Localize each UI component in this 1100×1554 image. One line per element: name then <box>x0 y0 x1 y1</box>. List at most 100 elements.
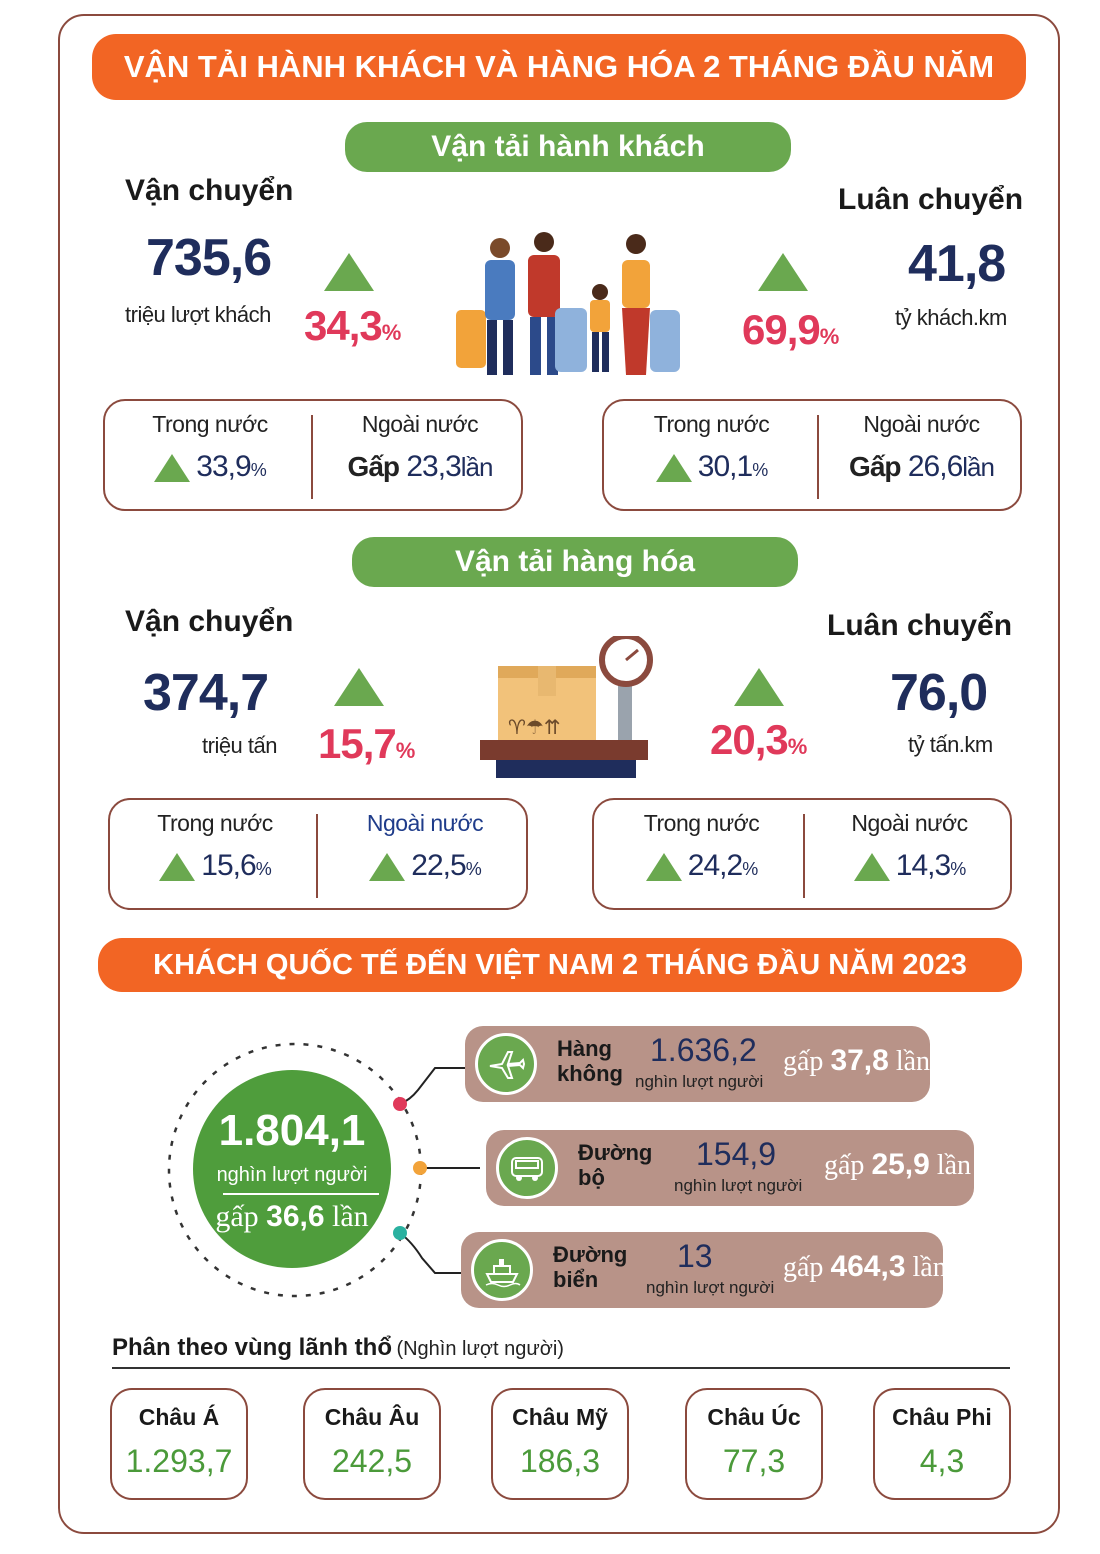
up-triangle-icon <box>853 853 890 882</box>
foreign-cell: Ngoài nước Gấp 23,3lần <box>320 411 520 484</box>
domestic-number: 15,6 <box>201 849 256 882</box>
total-visitors-unit: nghìn lượt người <box>216 1164 368 1186</box>
foreign-value: Gấp 26,6lần <box>824 450 1019 484</box>
ratio-value: 37,8 <box>830 1044 889 1077</box>
domestic-cell: Trong nước 15,6% <box>120 810 310 883</box>
pct-sign: % <box>255 859 272 879</box>
passenger-rotation-label: Luân chuyển <box>838 183 1024 216</box>
region-name: Châu Mỹ <box>512 1404 608 1430</box>
passenger-transport-value: 735,6 <box>146 229 272 287</box>
route-ratio: gấp 37,8 lần <box>783 1044 930 1078</box>
cargo-transport-label: Vận chuyển <box>125 605 294 638</box>
pct-sign: % <box>787 734 808 759</box>
domestic-number: 30,1 <box>697 450 753 483</box>
route-sea: Đường biển 13 nghìn lượt người gấp 464,3 … <box>461 1232 947 1308</box>
divider <box>316 814 318 898</box>
total-visitors-circle: 1.804,1 nghìn lượt người gấp 36,6 lần <box>193 1070 391 1268</box>
domestic-label: Trong nước <box>653 411 770 437</box>
cargo-section-title: Vận tải hàng hóa <box>352 537 798 587</box>
domestic-cell: Trong nước 24,2% <box>604 810 799 883</box>
airplane-icon <box>475 1033 537 1095</box>
route-ratio: gấp 25,9 lần <box>824 1148 971 1182</box>
foreign-cell: Ngoài nước Gấp 26,6lần <box>824 411 1019 484</box>
region-value: 77,3 <box>722 1443 786 1479</box>
route-name-line1: Đường <box>553 1242 628 1267</box>
route-value: 1.636,2 <box>650 1032 757 1068</box>
pct-sign: % <box>395 738 416 763</box>
ratio-value: 36,6 <box>266 1200 325 1233</box>
bus-icon <box>496 1137 558 1199</box>
region-america: Châu Mỹ 186,3 <box>491 1388 629 1500</box>
up-triangle-icon <box>159 853 196 882</box>
region-name: Châu Úc <box>707 1404 801 1430</box>
region-oceania: Châu Úc 77,3 <box>685 1388 823 1500</box>
ratio-prefix: gấp <box>783 1046 824 1077</box>
cargo-rotation-up-icon <box>734 668 784 706</box>
total-divider <box>223 1193 379 1195</box>
domestic-cell: Trong nước 30,1% <box>614 411 809 484</box>
pct-sign: % <box>250 460 267 480</box>
passenger-section-title: Vận tải hành khách <box>345 122 791 172</box>
svg-text:♈☂⇈: ♈☂⇈ <box>508 715 561 739</box>
foreign-prefix: Gấp <box>347 451 400 482</box>
route-unit: nghìn lượt người <box>646 1278 775 1297</box>
domestic-value: 15,6% <box>120 849 310 883</box>
domestic-label: Trong nước <box>157 810 273 836</box>
foreign-number: 26,6 <box>907 450 963 483</box>
pct-sign: % <box>950 859 966 879</box>
cargo-transport-growth-value: 15,7 <box>318 720 397 767</box>
scale-illustration: ♈☂⇈ <box>480 636 653 778</box>
foreign-number: 14,3 <box>895 849 951 882</box>
passenger-transport-breakdown: Trong nước 33,9% Ngoài nước Gấp 23,3lần <box>103 399 523 511</box>
passenger-transport-up-icon <box>324 253 374 291</box>
cargo-transport-up-icon <box>334 668 384 706</box>
region-name: Châu Á <box>138 1404 220 1430</box>
region-value: 1.293,7 <box>125 1443 233 1479</box>
international-title: KHÁCH QUỐC TẾ ĐẾN VIỆT NAM 2 THÁNG ĐẦU N… <box>153 949 967 981</box>
foreign-number: 23,3 <box>406 450 461 483</box>
ratio-suffix: lần <box>912 1252 947 1283</box>
pct-sign: % <box>819 324 840 349</box>
foreign-prefix: Gấp <box>849 451 901 482</box>
foreign-suffix: lần <box>460 452 494 482</box>
region-europe: Châu Âu 242,5 <box>303 1388 441 1500</box>
route-name-line2: bộ <box>578 1165 605 1190</box>
connector-lines <box>167 1042 480 1298</box>
up-triangle-icon <box>645 853 682 882</box>
foreign-cell: Ngoài nước 14,3% <box>812 810 1007 883</box>
ratio-prefix: gấp <box>215 1200 259 1233</box>
route-name-line1: Đường <box>578 1140 653 1165</box>
passenger-transport-label: Vận chuyển <box>125 174 294 207</box>
cargo-transport-growth: 15,7% <box>318 720 416 768</box>
ratio-prefix: gấp <box>783 1252 824 1283</box>
region-value: 242,5 <box>331 1443 413 1479</box>
route-name: Đường bộ <box>578 1140 652 1190</box>
divider <box>817 415 819 499</box>
cargo-transport-unit: triệu tấn <box>202 733 278 758</box>
passenger-rotation-unit: tỷ khách.km <box>895 305 1007 330</box>
ratio-suffix: lần <box>332 1200 369 1233</box>
passenger-transport-unit: triệu lượt khách <box>125 302 271 327</box>
cargo-rotation-breakdown: Trong nước 24,2% Ngoài nước 14,3% <box>592 798 1012 910</box>
passenger-transport-growth: 34,3% <box>304 302 401 350</box>
ship-icon <box>471 1239 533 1301</box>
foreign-label: Ngoài nước <box>863 411 980 437</box>
domestic-value: 33,9% <box>115 450 305 484</box>
foreign-value: Gấp 23,3lần <box>320 450 520 484</box>
region-name: Châu Phi <box>892 1404 992 1430</box>
route-air: Hàng không 1.636,2 nghìn lượt người gấp 3… <box>465 1026 930 1102</box>
route-unit: nghìn lượt người <box>635 1072 764 1091</box>
infographic-frame <box>58 14 1060 1534</box>
region-africa: Châu Phi 4,3 <box>873 1388 1011 1500</box>
foreign-cell: Ngoài nước 22,5% <box>325 810 525 883</box>
up-triangle-icon <box>369 853 406 882</box>
passenger-rotation-growth-value: 69,9 <box>742 306 821 353</box>
domestic-number: 24,2 <box>687 849 743 882</box>
foreign-value: 14,3% <box>812 849 1007 883</box>
passenger-rotation-value: 41,8 <box>908 235 1006 293</box>
cargo-rotation-growth-value: 20,3 <box>710 716 789 763</box>
cargo-rotation-label: Luân chuyển <box>827 609 1013 642</box>
ratio-value: 25,9 <box>871 1148 930 1181</box>
travelers-illustration <box>456 232 680 375</box>
domestic-value: 24,2% <box>604 849 799 883</box>
